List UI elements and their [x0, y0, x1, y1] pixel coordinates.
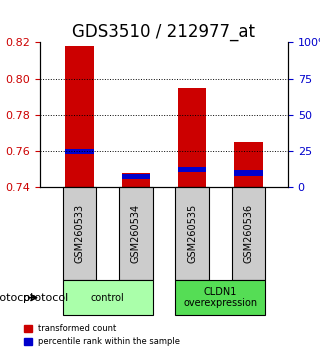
Text: GSM260535: GSM260535	[187, 204, 197, 263]
FancyBboxPatch shape	[62, 280, 153, 315]
Text: GSM260534: GSM260534	[131, 204, 141, 263]
Text: GSM260536: GSM260536	[244, 204, 253, 263]
Bar	[178, 88, 206, 188]
FancyBboxPatch shape	[175, 188, 209, 280]
FancyBboxPatch shape	[232, 188, 266, 280]
FancyBboxPatch shape	[62, 188, 96, 280]
FancyBboxPatch shape	[175, 280, 266, 315]
Text: CLDN1
overexpression: CLDN1 overexpression	[183, 287, 257, 308]
Text: control: control	[91, 293, 124, 303]
FancyBboxPatch shape	[119, 188, 153, 280]
Title: GDS3510 / 212977_at: GDS3510 / 212977_at	[73, 23, 255, 41]
Legend: transformed count, percentile rank within the sample: transformed count, percentile rank withi…	[20, 321, 184, 350]
Text: protocol: protocol	[23, 293, 68, 303]
Text: GSM260533: GSM260533	[75, 204, 84, 263]
Bar	[235, 142, 263, 188]
Bar	[122, 173, 150, 188]
Bar	[122, 174, 150, 179]
Bar	[235, 170, 263, 176]
Bar	[65, 46, 93, 188]
Bar	[178, 167, 206, 172]
Text: protocol: protocol	[0, 293, 33, 303]
Bar	[65, 149, 93, 154]
